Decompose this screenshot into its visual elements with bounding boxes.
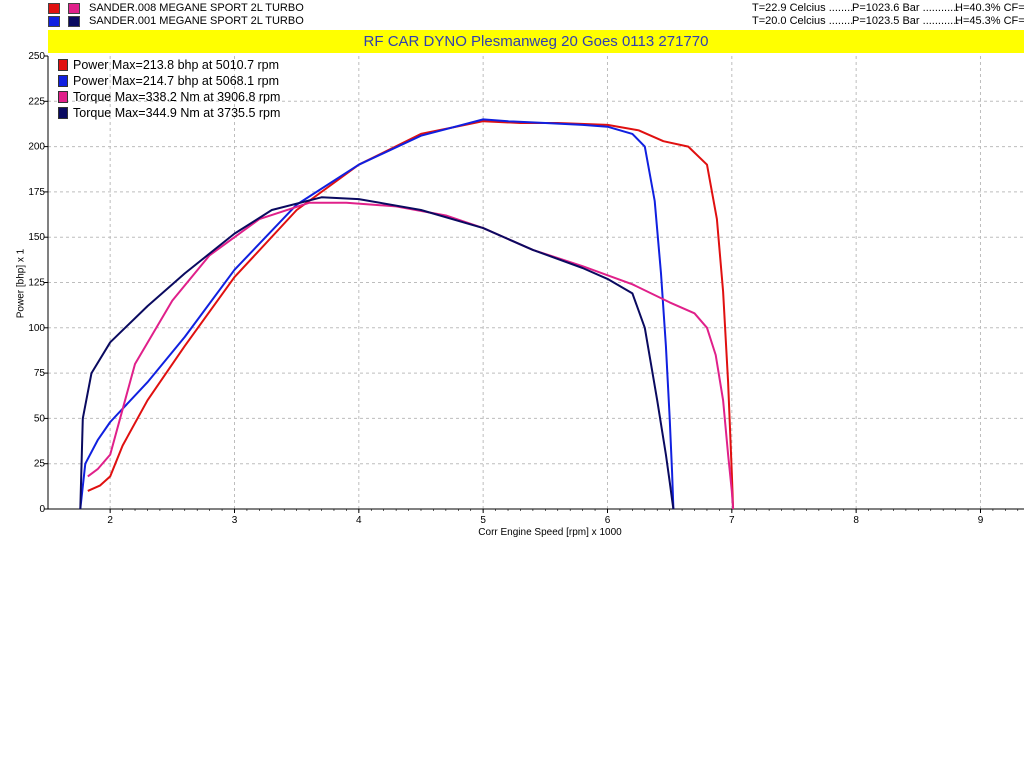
run-2-power-swatch bbox=[48, 16, 60, 27]
y-tick-label: 200 bbox=[28, 142, 45, 153]
series-line-2 bbox=[79, 118, 675, 510]
legend-swatch bbox=[58, 75, 68, 87]
x-tick-label: 7 bbox=[729, 515, 735, 526]
y-tick-label: 100 bbox=[28, 323, 45, 334]
run-2-name: SANDER.001 MEGANE SPORT 2L TURBO bbox=[89, 15, 304, 27]
legend-swatch bbox=[58, 91, 68, 103]
y-tick-label: 250 bbox=[28, 51, 45, 62]
legend-swatch bbox=[58, 107, 68, 119]
x-tick-label: 3 bbox=[232, 515, 238, 526]
y-tick-label: 50 bbox=[34, 413, 46, 424]
run-1-torque-swatch bbox=[68, 3, 80, 14]
x-tick-label: 9 bbox=[978, 515, 984, 526]
run-2-humidity: H=45.3% CF=( bbox=[955, 15, 1024, 27]
series-line-3 bbox=[87, 201, 735, 510]
y-tick-label: 0 bbox=[39, 504, 45, 515]
run-2-torque-swatch bbox=[68, 16, 80, 27]
x-tick-label: 4 bbox=[356, 515, 362, 526]
legend-item-torque-run1: Torque Max=338.2 Nm at 3906.8 rpm bbox=[56, 89, 280, 105]
run-2-pressure: P=1023.5 Bar ............ bbox=[852, 15, 960, 27]
y-tick-label: 25 bbox=[34, 459, 46, 470]
series-lines bbox=[79, 118, 735, 510]
run-1-temp: T=22.9 Celcius ........ bbox=[752, 2, 854, 14]
run-1-pressure: P=1023.6 Bar ............ bbox=[852, 2, 960, 14]
legend-swatch bbox=[58, 59, 68, 71]
x-tick-label: 8 bbox=[853, 515, 859, 526]
dyno-banner: RF CAR DYNO Plesmanweg 20 Goes 0113 2717… bbox=[48, 30, 1024, 53]
legend-item-power-run2: Power Max=214.7 bhp at 5068.1 rpm bbox=[56, 73, 280, 89]
y-tick-label: 150 bbox=[28, 232, 45, 243]
grid bbox=[48, 56, 1024, 509]
x-tick-label: 6 bbox=[605, 515, 611, 526]
x-tick-label: 2 bbox=[107, 515, 113, 526]
legend-label: Torque Max=338.2 Nm at 3906.8 rpm bbox=[73, 90, 281, 104]
series-line-1 bbox=[87, 120, 735, 510]
series-line-4 bbox=[79, 196, 675, 510]
y-axis-title: Power [bhp] x 1 bbox=[15, 248, 27, 319]
y-tick-label: 125 bbox=[28, 278, 45, 289]
run-1-power-swatch bbox=[48, 3, 60, 14]
x-axis-title: Corr Engine Speed [rpm] x 1000 bbox=[478, 527, 622, 538]
y-tick-label: 175 bbox=[28, 187, 45, 198]
y-tick-label: 75 bbox=[34, 368, 46, 379]
legend-item-torque-run2: Torque Max=344.9 Nm at 3735.5 rpm bbox=[56, 105, 280, 121]
axes: 0 25 50 75 100 125 150 175 200 225 250 2 3 4 5 6 7 8 9 bbox=[28, 51, 1024, 526]
x-tick-label: 5 bbox=[480, 515, 486, 526]
legend-label: Power Max=214.7 bhp at 5068.1 rpm bbox=[73, 74, 280, 88]
run-1-name: SANDER.008 MEGANE SPORT 2L TURBO bbox=[89, 2, 304, 14]
legend: Power Max=213.8 bhp at 5010.7 rpm Power … bbox=[56, 57, 280, 121]
legend-item-power-run1: Power Max=213.8 bhp at 5010.7 rpm bbox=[56, 57, 280, 73]
y-tick-label: 225 bbox=[28, 96, 45, 107]
run-2-temp: T=20.0 Celcius ........ bbox=[752, 15, 854, 27]
legend-label: Power Max=213.8 bhp at 5010.7 rpm bbox=[73, 58, 280, 72]
legend-label: Torque Max=344.9 Nm at 3735.5 rpm bbox=[73, 106, 281, 120]
run-1-humidity: H=40.3% CF=( bbox=[955, 2, 1024, 14]
